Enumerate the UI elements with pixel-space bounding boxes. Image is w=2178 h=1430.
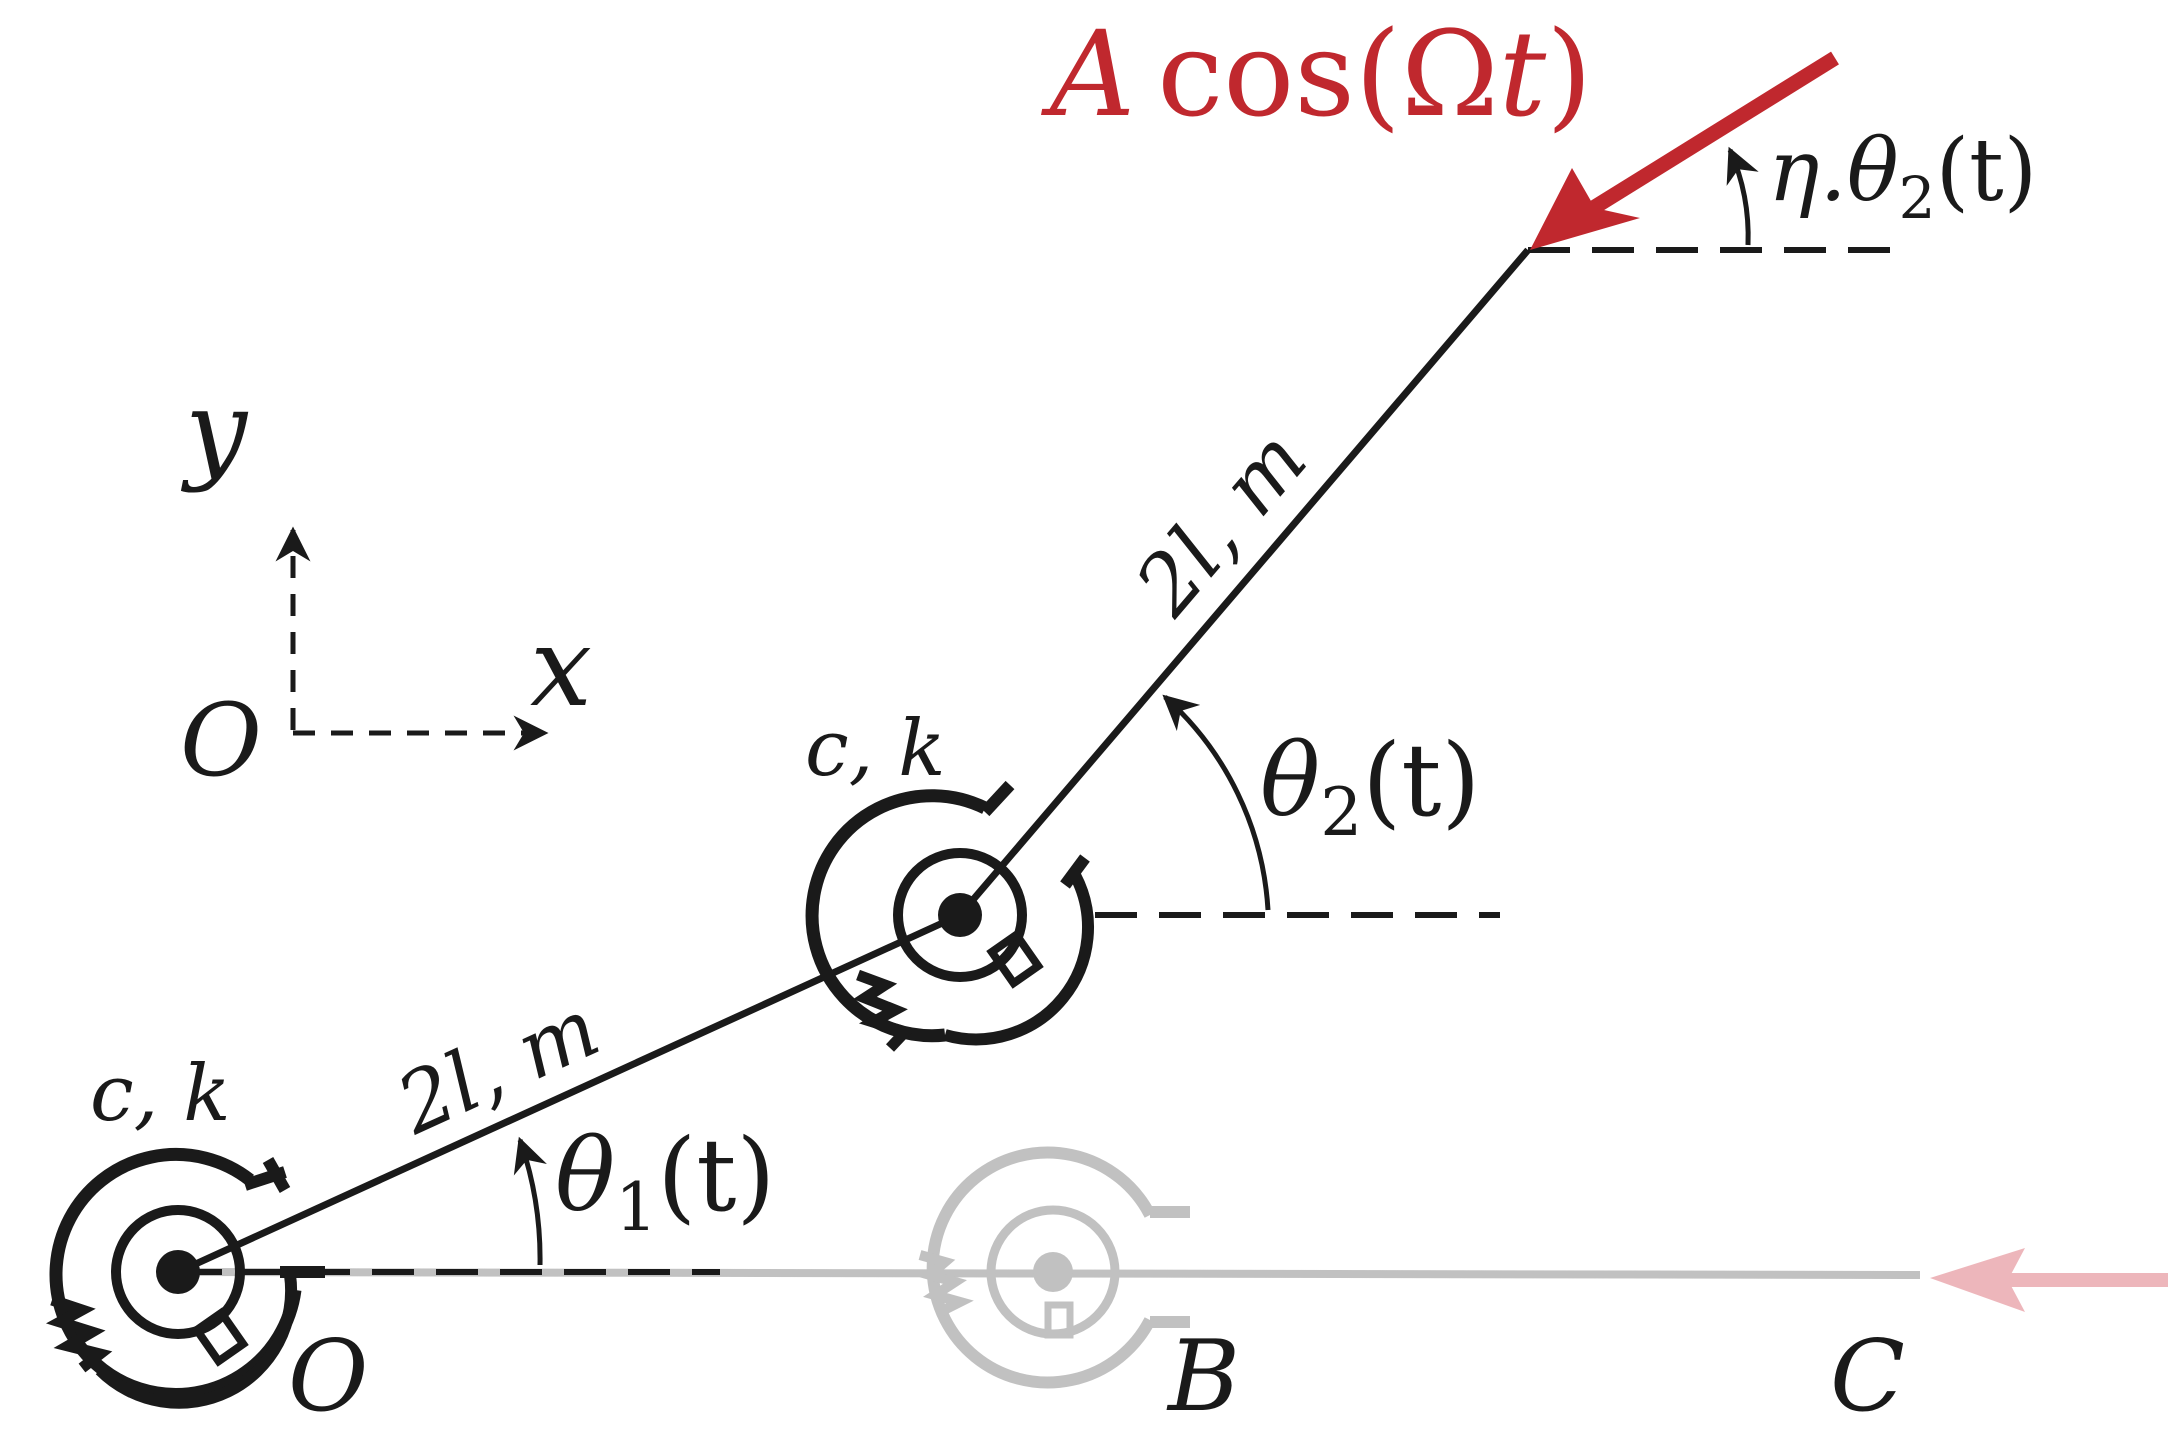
joint-o-pin bbox=[156, 1250, 200, 1294]
angle-1-label: θ1(t) bbox=[555, 1117, 775, 1246]
angle-1-arc bbox=[513, 1136, 547, 1266]
joint-o-label: c, k bbox=[90, 1049, 231, 1139]
ghost-joint-b bbox=[918, 1146, 1190, 1389]
point-o-label: O bbox=[288, 1320, 368, 1430]
x-axis-label: x bbox=[530, 603, 592, 731]
joint-o-spring-damper bbox=[45, 1147, 325, 1409]
joint-b-damper-cup bbox=[986, 929, 1044, 989]
y-axis-label: y bbox=[180, 366, 249, 494]
joint-b-inner-ring bbox=[893, 848, 1027, 982]
joint-o-spring-coil bbox=[45, 1294, 113, 1373]
joint-b-damper-arc bbox=[943, 872, 1094, 1046]
joint-b-spring-coil bbox=[853, 969, 916, 1052]
force-angle-label: η.θ2(t) bbox=[1768, 121, 2037, 232]
joint-b-spring-damper bbox=[805, 780, 1094, 1052]
angle-2-arc bbox=[1162, 694, 1271, 911]
joint-b-label: c, k bbox=[805, 704, 946, 794]
angle-2-label: θ2(t) bbox=[1260, 722, 1480, 851]
ghost-force-arrow bbox=[1930, 1248, 2168, 1312]
joint-o-damper-arc bbox=[95, 1274, 298, 1409]
applied-force-arrow bbox=[1530, 51, 1839, 250]
force-angle-arc bbox=[1726, 146, 1759, 246]
joint-o-damper-cup bbox=[191, 1307, 249, 1367]
origin-label: O bbox=[180, 682, 262, 799]
joint-o-inner-ring bbox=[111, 1205, 245, 1339]
point-b-label: B bbox=[1166, 1320, 1240, 1430]
coordinate-axes: y x O bbox=[180, 366, 592, 799]
link-2 bbox=[957, 247, 1531, 918]
joint-b-pin bbox=[938, 893, 982, 937]
point-c-label: C bbox=[1830, 1320, 1905, 1430]
